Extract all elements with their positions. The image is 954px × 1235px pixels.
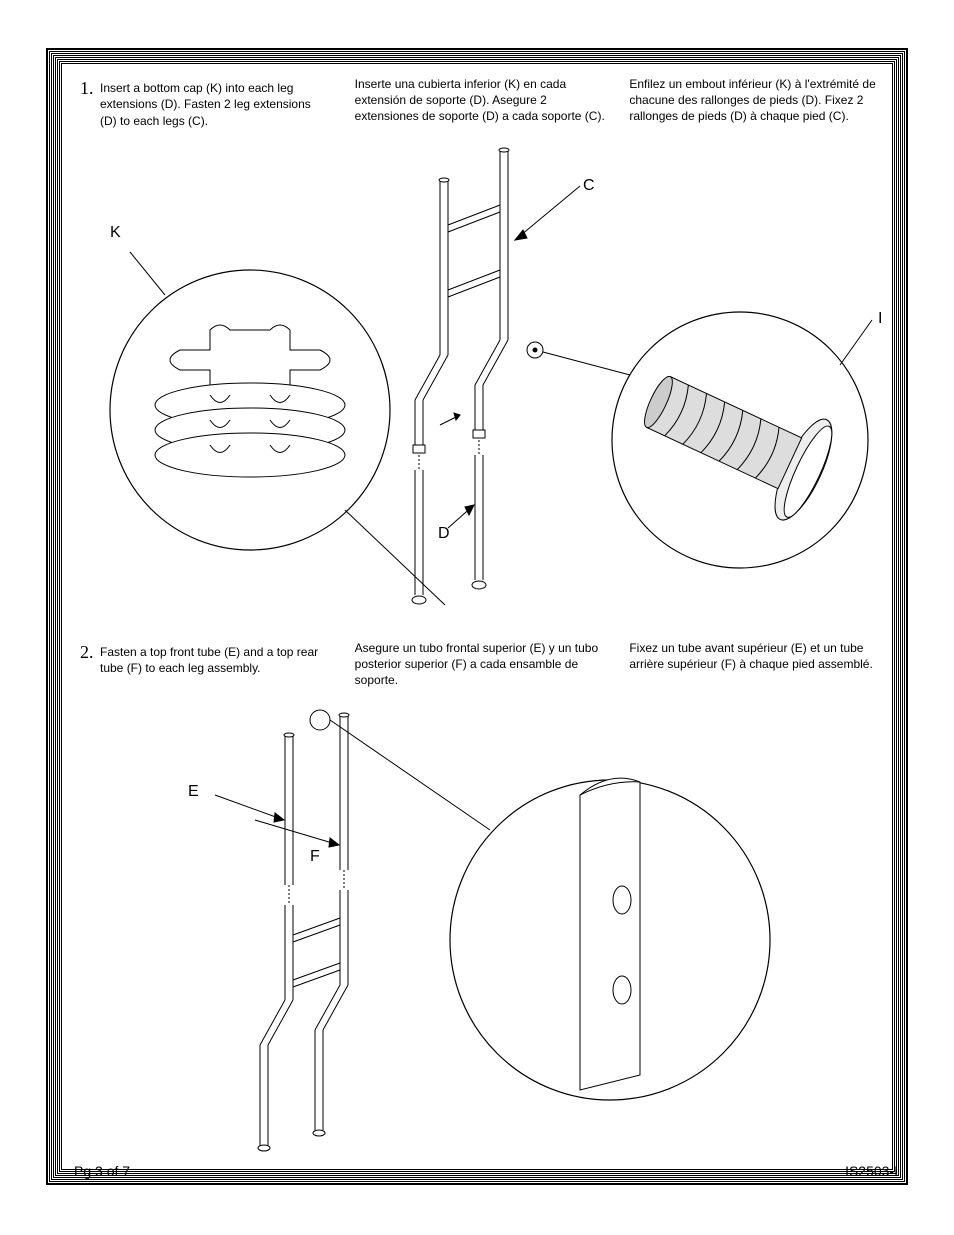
step2-en-text: Fasten a top front tube (E) and a top re… (80, 644, 331, 676)
leg-assembly-step1 (412, 148, 543, 604)
detail-circle-k (110, 270, 445, 605)
detail-circle-tube (330, 720, 770, 1100)
step1-es: Inserte una cubierta inferior (K) en cad… (355, 76, 606, 129)
step1-text-row: 1. Insert a bottom cap (K) into each leg… (80, 76, 880, 129)
step2-diagram (70, 700, 890, 1170)
page: 1. Insert a bottom cap (K) into each leg… (0, 0, 954, 1235)
label-i: I (878, 310, 882, 328)
document-id: IS2503-I (845, 1163, 898, 1179)
step2-en: 2. Fasten a top front tube (E) and a top… (80, 640, 331, 689)
label-f: F (310, 848, 320, 866)
detail-circle-i (543, 312, 872, 568)
label-k: K (110, 224, 121, 242)
step1-number: 1. (80, 76, 96, 100)
label-c: C (583, 177, 595, 195)
step2-number: 2. (80, 640, 96, 664)
step1-en: 1. Insert a bottom cap (K) into each leg… (80, 76, 331, 129)
step1-diagram (70, 140, 890, 630)
step2-es: Asegure un tubo frontal superior (E) y u… (355, 640, 606, 689)
leg-assembly-step2 (258, 710, 349, 1151)
label-d: D (438, 525, 450, 543)
page-number: Pg 3 of 7 (74, 1163, 130, 1179)
label-e: E (188, 783, 199, 801)
step1-en-text: Insert a bottom cap (K) into each leg ex… (80, 80, 331, 129)
step1-fr: Enfilez un embout inférieur (K) à l'extr… (629, 76, 880, 129)
step2-text-row: 2. Fasten a top front tube (E) and a top… (80, 640, 880, 689)
step2-fr: Fixez un tube avant supérieur (E) et un … (629, 640, 880, 689)
